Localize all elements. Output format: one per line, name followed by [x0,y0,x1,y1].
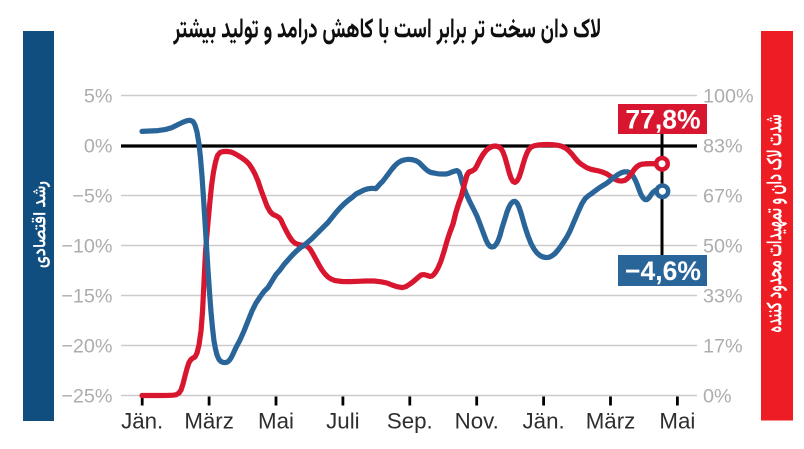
svg-text:67%: 67% [703,186,743,208]
svg-text:17%: 17% [703,336,743,358]
svg-text:77,8%: 77,8% [625,105,700,135]
svg-text:Jän.: Jän. [523,409,565,434]
svg-text:83%: 83% [703,136,743,158]
svg-text:−5%: −5% [72,186,112,208]
svg-text:−25%: −25% [61,386,112,408]
svg-text:33%: 33% [703,286,743,308]
svg-text:Jän.: Jän. [121,409,163,434]
svg-text:Mai: Mai [258,409,294,434]
svg-text:Sep.: Sep. [387,409,433,434]
svg-text:−4,6%: −4,6% [625,256,701,286]
svg-text:−10%: −10% [61,236,112,258]
svg-text:100%: 100% [703,86,754,108]
svg-text:März: März [184,409,234,434]
svg-text:März: März [586,409,636,434]
svg-text:0%: 0% [703,386,732,408]
svg-text:−20%: −20% [61,336,112,358]
svg-text:Juli: Juli [326,409,359,434]
svg-text:Mai: Mai [659,409,695,434]
svg-text:0%: 0% [84,136,113,158]
svg-text:50%: 50% [703,236,743,258]
svg-text:5%: 5% [84,86,113,108]
svg-text:−15%: −15% [61,286,112,308]
svg-text:Nov.: Nov. [455,409,499,434]
